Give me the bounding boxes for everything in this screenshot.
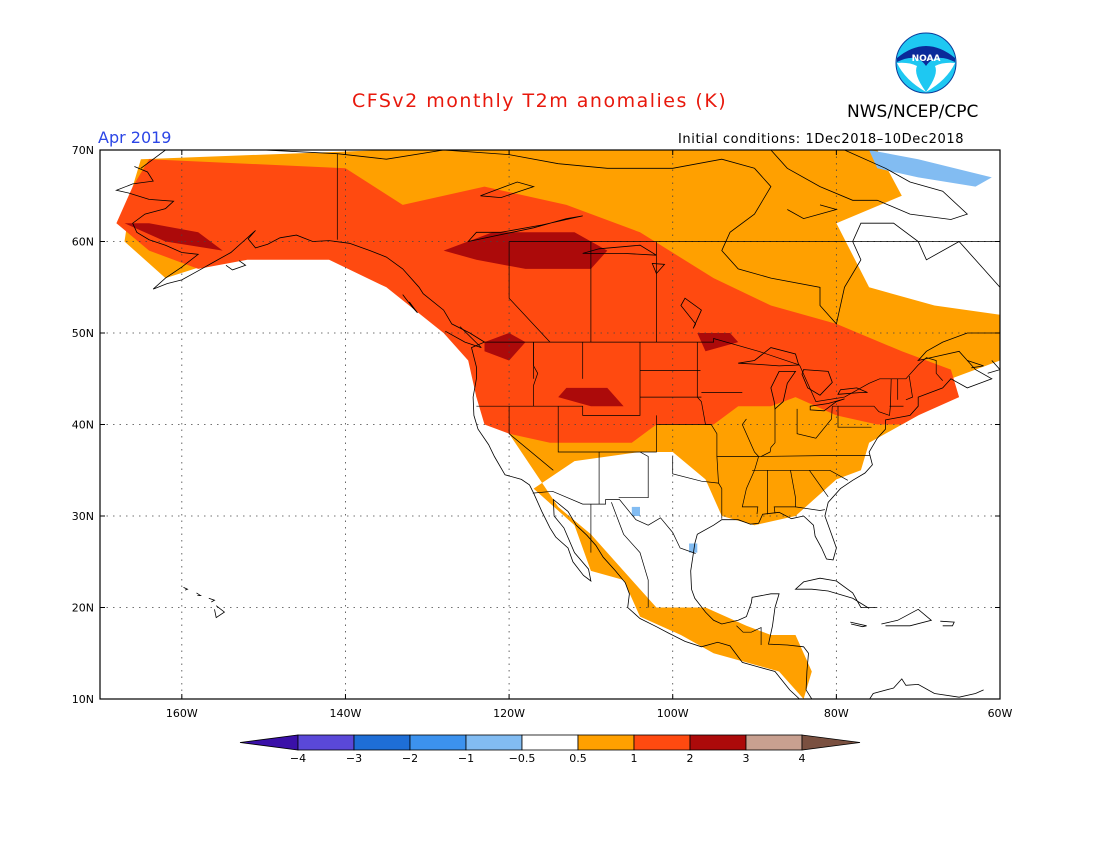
legend-label: 0.5 <box>569 752 587 765</box>
chart-title: CFSv2 monthly T2m anomalies (K) <box>352 90 728 112</box>
border-line-16 <box>672 456 719 484</box>
legend-swatch <box>353 734 411 751</box>
legend-label: 3 <box>743 752 750 765</box>
border-line-7 <box>508 241 551 343</box>
coastline-15 <box>987 360 1000 374</box>
border-line-30 <box>832 405 872 428</box>
lake-outline-8 <box>582 244 657 256</box>
border-line-25 <box>752 469 848 481</box>
border-line-11 <box>557 406 600 505</box>
anomaly-region-1-2-1 <box>116 159 960 443</box>
lake-outline-5 <box>680 297 702 329</box>
coastline-4 <box>881 608 933 627</box>
legend-label: −1 <box>458 752 474 765</box>
legend-label: −2 <box>402 752 418 765</box>
legend-label: −4 <box>290 752 306 765</box>
legend-label: 2 <box>687 752 694 765</box>
lat-tick-label: 50N <box>72 327 94 340</box>
lat-tick-label: 20N <box>72 602 94 615</box>
lon-tick-label: 80W <box>824 707 849 720</box>
noaa-logo: NOAA <box>895 32 957 94</box>
legend-label: −3 <box>346 752 362 765</box>
anomaly-region-2-3-3 <box>124 223 223 251</box>
coastline-14 <box>967 360 984 369</box>
lake-outline-6 <box>467 215 583 243</box>
legend-label: 4 <box>799 752 806 765</box>
lake-outline-9 <box>651 263 666 275</box>
cold-anomaly-spot-2 <box>689 543 698 553</box>
coastline-7 <box>770 150 969 220</box>
legend-swatch <box>521 734 579 751</box>
lat-tick-label: 10N <box>72 693 94 706</box>
coastline-9 <box>214 605 226 619</box>
legend-swatch <box>297 734 355 751</box>
anomaly-region-2-3-5 <box>558 387 624 407</box>
cold-anomaly-spot-1 <box>631 506 640 516</box>
border-line-8 <box>476 342 641 416</box>
lat-tick-label: 60N <box>72 236 94 249</box>
legend-swatch <box>409 734 467 751</box>
lake-outline-0 <box>738 347 800 367</box>
coastline-18 <box>869 678 984 699</box>
border-line-2 <box>532 490 696 554</box>
lon-tick-label: 60W <box>988 707 1013 720</box>
border-line-29 <box>809 470 829 498</box>
coastline-1 <box>690 168 1000 699</box>
coastline-8 <box>787 204 838 220</box>
border-line-33 <box>905 375 913 401</box>
anomaly-region-2-3-6 <box>697 333 739 352</box>
legend-arrow-low <box>239 734 299 751</box>
lat-tick-label: 30N <box>72 510 94 523</box>
border-line-22 <box>760 408 776 457</box>
border-line-23 <box>796 406 833 439</box>
legend-swatch <box>633 734 691 751</box>
legend-label: 1 <box>631 752 638 765</box>
lat-tick-label: 70N <box>72 144 94 157</box>
border-line-15 <box>618 451 649 499</box>
lon-tick-label: 140W <box>330 707 362 720</box>
coastline-17 <box>445 326 482 348</box>
border-line-13 <box>696 342 723 519</box>
anomaly-region-2-3-4 <box>484 333 526 361</box>
coastline-3 <box>794 577 878 609</box>
noaa-logo-text: NOAA <box>912 54 941 64</box>
border-line-3 <box>736 625 762 645</box>
border-line-14 <box>599 415 657 453</box>
legend-swatch <box>577 734 635 751</box>
lake-outline-1 <box>770 370 797 410</box>
legend-label: −0.5 <box>509 752 536 765</box>
lat-tick-label: 40N <box>72 419 94 432</box>
lon-tick-label: 160W <box>166 707 198 720</box>
legend-swatch <box>465 734 523 751</box>
border-line-35 <box>611 502 649 608</box>
lon-tick-label: 100W <box>657 707 689 720</box>
forecast-month: Apr 2019 <box>98 128 172 147</box>
coastline-6 <box>850 621 867 628</box>
coastline-5 <box>940 620 955 627</box>
coastline-16 <box>402 294 418 314</box>
lon-tick-label: 120W <box>493 707 525 720</box>
cold-anomaly-spot-0 <box>869 150 992 187</box>
border-line-24 <box>716 455 870 457</box>
border-line-1 <box>484 338 943 402</box>
lake-outline-4 <box>837 387 868 395</box>
agency-label: NWS/NCEP/CPC <box>847 102 979 122</box>
lake-outline-3 <box>809 398 845 412</box>
border-line-28 <box>795 506 825 511</box>
coastline-12 <box>208 597 216 603</box>
coastline-11 <box>196 592 202 596</box>
legend-swatch <box>745 734 803 751</box>
legend-swatch <box>689 734 747 751</box>
lake-outline-7 <box>480 181 535 199</box>
legend-arrow-high <box>801 734 861 751</box>
coastline-13 <box>225 260 247 271</box>
coastline-0 <box>140 150 755 169</box>
border-line-31 <box>838 378 892 416</box>
coastline-2 <box>115 166 800 699</box>
initial-conditions: Initial conditions: 1Dec2018–10Dec2018 <box>678 132 965 147</box>
coastline-10 <box>183 587 189 591</box>
lake-outline-2 <box>801 369 833 396</box>
border-line-10 <box>508 406 554 471</box>
